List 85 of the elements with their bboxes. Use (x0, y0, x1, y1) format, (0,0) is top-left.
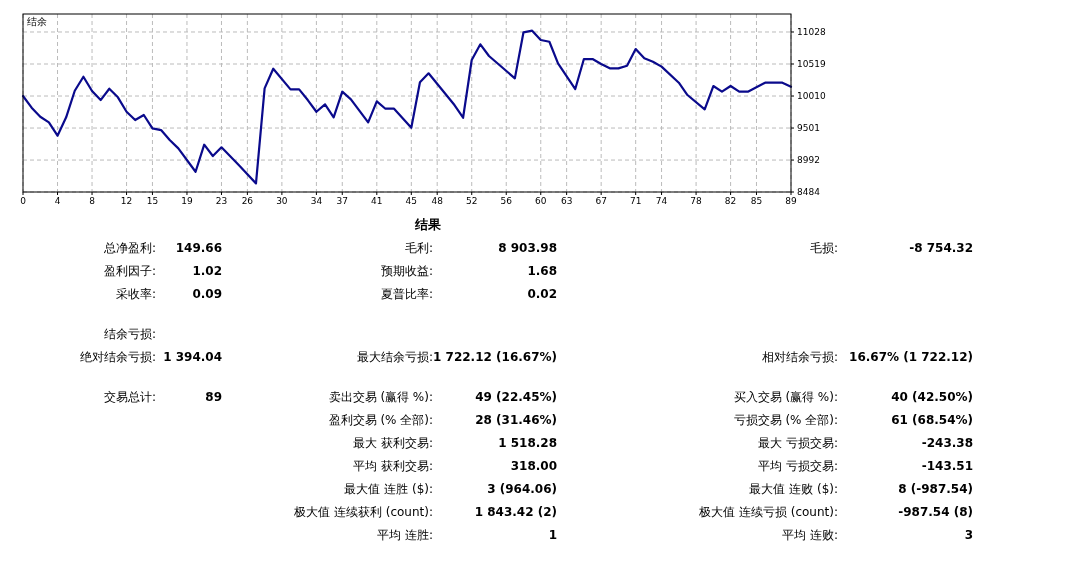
text: 结果 (414, 217, 442, 232)
x-tick-label: 67 (595, 196, 607, 206)
x-tick-label: 12 (120, 196, 133, 206)
x-tick-label: 15 (146, 196, 159, 206)
text: 毛利: (404, 241, 433, 255)
text: 最大 获利交易: (353, 436, 433, 450)
text: 总净盈利: (102, 241, 156, 255)
text: 最大值 连胜 ($): (344, 482, 433, 496)
text: -143.51 (921, 459, 973, 473)
text: 交易总计: (103, 390, 156, 404)
text: 89 (205, 390, 222, 404)
text: 1 (548, 528, 557, 542)
text: 最大值 连败 ($): (749, 482, 838, 496)
text: -987.54 (8) (898, 505, 973, 519)
x-tick-label: 85 (750, 196, 763, 206)
text: 结余亏损: (103, 327, 156, 341)
text: 毛损: (809, 241, 838, 255)
text: 采收率: (115, 287, 156, 301)
text: 318.00 (510, 459, 557, 473)
x-tick-label: 8 (89, 196, 96, 206)
x-tick-label: 4 (54, 196, 61, 206)
x-tick-label: 30 (276, 196, 288, 206)
x-tick-label: 71 (629, 196, 642, 206)
text: 0.09 (192, 287, 222, 301)
text: 绝对结余亏损: (79, 350, 156, 364)
text: 40 (42.50%) (891, 390, 973, 404)
x-tick-label: 37 (336, 196, 349, 206)
text: 1 722.12 (16.67%) (433, 350, 557, 364)
x-tick-label: 0 (20, 196, 27, 206)
y-tick-label: 10010 (797, 91, 826, 102)
text: -8 754.32 (909, 241, 973, 255)
text: 夏普比率: (380, 287, 433, 301)
x-tick-label: 23 (215, 196, 228, 206)
text: 8 (-987.54) (898, 482, 973, 496)
y-tick-label: 11028 (797, 26, 826, 37)
text: 极大值 连续亏损 (count): (698, 505, 838, 519)
x-tick-label: 19 (181, 196, 193, 206)
text: 盈利因子: (103, 264, 156, 278)
text: 28 (31.46%) (475, 413, 557, 427)
text: 3 (964.06) (487, 482, 557, 496)
x-tick-label: 74 (655, 196, 668, 206)
text: 买入交易 (赢得 %): (733, 390, 838, 404)
x-tick-label: 52 (465, 196, 478, 206)
x-tick-label: 82 (724, 196, 737, 206)
text: 1.02 (192, 264, 222, 278)
text: 相对结余亏损: (761, 350, 838, 364)
text: 61 (68.54%) (891, 413, 973, 427)
text: 8 903.98 (498, 241, 557, 255)
line-series (21, 29, 793, 185)
y-tick-label: 9501 (797, 123, 820, 134)
text: 亏损交易 (% 全部): (733, 413, 838, 427)
x-tick-label: 48 (431, 196, 444, 206)
x-tick-label: 34 (310, 196, 323, 206)
x-tick-label: 89 (785, 196, 797, 206)
x-tick-label: 56 (500, 196, 513, 206)
x-tick-label: 45 (405, 196, 418, 206)
text: -243.38 (921, 436, 973, 450)
text: 最大 亏损交易: (758, 436, 838, 450)
text: 1 394.04 (163, 350, 222, 364)
text: 预期收益: (380, 264, 433, 278)
text: 平均 亏损交易: (758, 459, 838, 473)
text: 盈利交易 (% 全部): (328, 413, 433, 427)
y-tick-label: 8484 (797, 187, 821, 197)
text: 49 (22.45%) (475, 390, 557, 404)
chart-title: 结余 (27, 16, 47, 27)
text: 最大结余亏损: (356, 350, 433, 364)
text: 平均 连败: (782, 528, 838, 542)
text: 0.02 (527, 287, 557, 301)
text: 3 (964, 528, 973, 542)
text: 极大值 连续获利 (count): (293, 505, 433, 519)
text: 卖出交易 (赢得 %): (328, 390, 433, 404)
y-tick-label: 10519 (797, 59, 826, 69)
x-tick-label: 60 (535, 196, 547, 206)
text: 16.67% (1 722.12) (849, 350, 973, 364)
x-tick-label: 41 (371, 196, 383, 206)
text: 1.68 (527, 264, 557, 278)
text: 平均 连胜: (377, 528, 433, 542)
text: 149.66 (175, 241, 222, 255)
y-tick-label: 8992 (797, 155, 820, 166)
x-tick-label: 78 (690, 196, 703, 206)
x-tick-label: 26 (241, 196, 254, 206)
text: 平均 获利交易: (353, 459, 433, 473)
x-tick-label: 63 (560, 196, 573, 206)
text: 1 843.42 (2) (474, 505, 557, 519)
text: 1 518.28 (498, 436, 557, 450)
